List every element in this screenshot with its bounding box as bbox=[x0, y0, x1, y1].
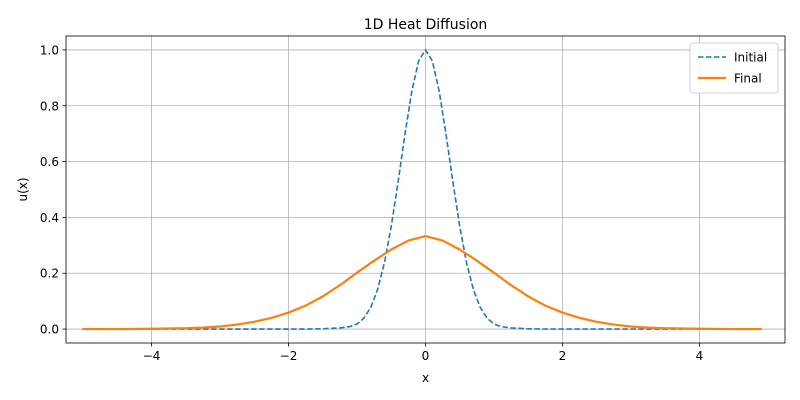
legend-box bbox=[689, 42, 779, 94]
x-tick-label: −4 bbox=[143, 349, 161, 363]
x-tick-label: 0 bbox=[422, 349, 430, 363]
y-tick-label: 0.6 bbox=[40, 155, 59, 169]
x-tick-label: −2 bbox=[280, 349, 298, 363]
grid bbox=[66, 36, 785, 343]
legend-label: Final bbox=[734, 72, 762, 86]
y-tick-label: 0.2 bbox=[40, 267, 59, 281]
y-tick-label: 0.8 bbox=[40, 99, 59, 113]
chart-title: 1D Heat Diffusion bbox=[364, 17, 488, 33]
legend: Initial Final bbox=[689, 42, 779, 94]
y-axis-title: u(x) bbox=[16, 177, 30, 201]
y-tick-label: 0.4 bbox=[40, 211, 59, 225]
y-tick-label: 0.0 bbox=[40, 323, 59, 337]
legend-label: Initial bbox=[734, 51, 767, 65]
x-tick-label: 2 bbox=[559, 349, 567, 363]
series-line-final bbox=[82, 235, 763, 331]
x-tick-label: 4 bbox=[696, 349, 704, 363]
series-lines bbox=[82, 49, 763, 331]
series-line-initial bbox=[83, 49, 762, 330]
y-tick-label: 1.0 bbox=[40, 43, 59, 57]
axis-ticks: −4 −2 0 2 4 0.0 0.2 0.4 0.6 0.8 1.0 bbox=[40, 43, 703, 363]
x-axis-title: x bbox=[422, 371, 429, 385]
